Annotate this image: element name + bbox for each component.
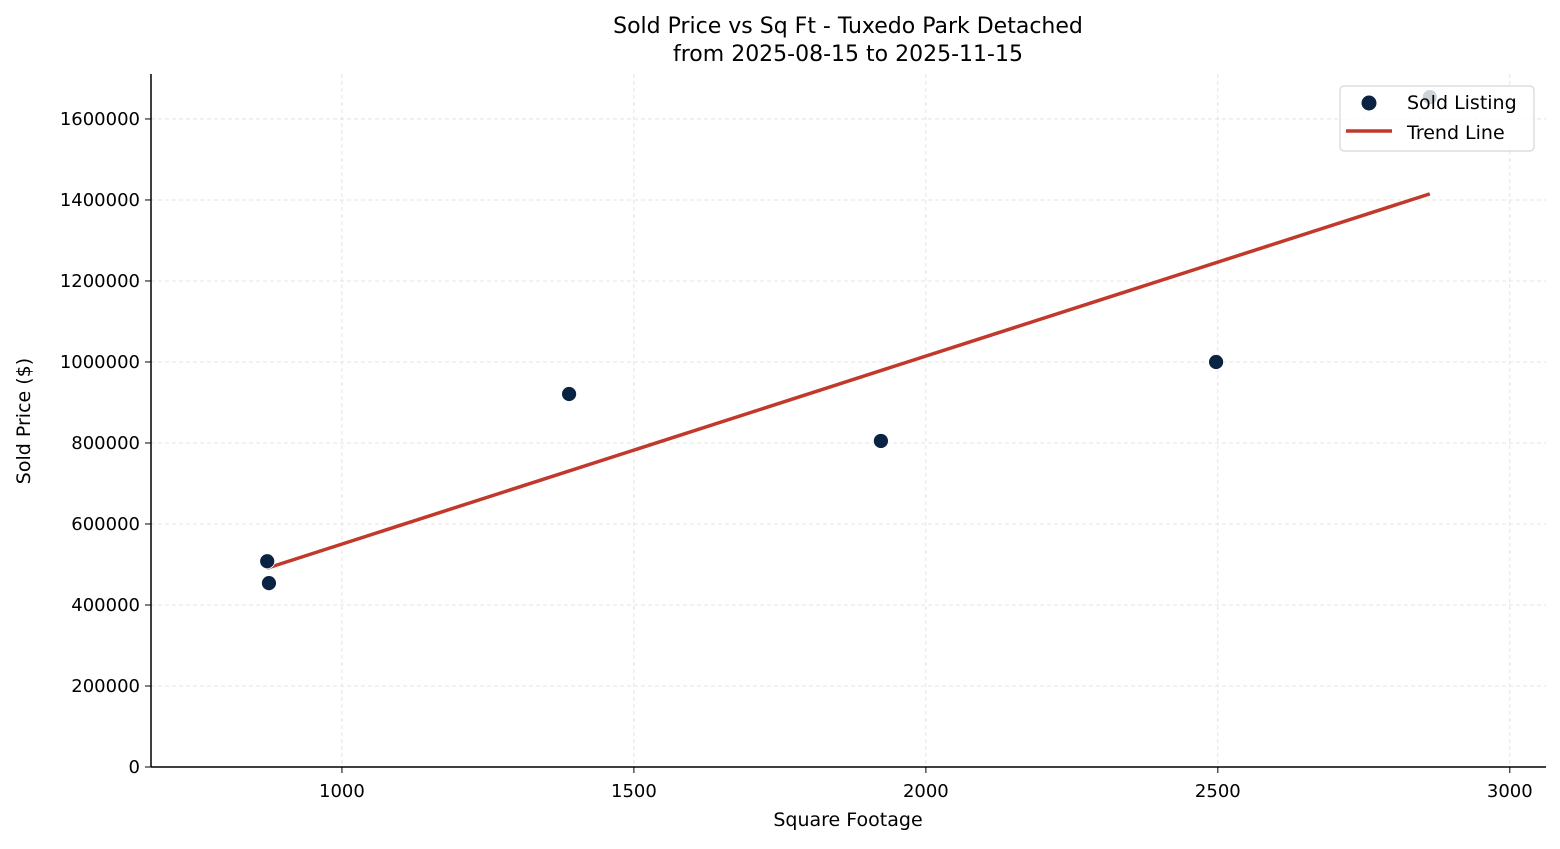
legend-marker-sold-listing bbox=[1361, 95, 1377, 111]
y-tick-label: 200000 bbox=[71, 676, 140, 697]
legend: Sold Listing Trend Line bbox=[1339, 85, 1535, 152]
x-tick-label: 2500 bbox=[1195, 781, 1241, 802]
chart-subtitle: from 2025-08-15 to 2025-11-15 bbox=[673, 42, 1023, 67]
data-point bbox=[259, 553, 276, 570]
y-tick-label: 1000000 bbox=[60, 352, 140, 373]
y-tick-label: 0 bbox=[129, 757, 140, 778]
axes: 1000 1500 2000 2500 3000 0 200000 400000 600000 8… bbox=[60, 74, 1546, 802]
trend-line bbox=[266, 192, 1431, 570]
y-tick-label: 400000 bbox=[71, 595, 140, 616]
data-point bbox=[1208, 354, 1224, 370]
data-point bbox=[561, 386, 577, 402]
chart-title: Sold Price vs Sq Ft - Tuxedo Park Detach… bbox=[613, 14, 1083, 39]
legend-box bbox=[1339, 85, 1535, 152]
y-axis-label: Sold Price ($) bbox=[13, 358, 35, 484]
y-tick-label: 800000 bbox=[71, 433, 140, 454]
x-tick-label: 1000 bbox=[319, 781, 365, 802]
trend-line-group bbox=[266, 192, 1431, 570]
data-point bbox=[873, 433, 889, 449]
x-tick-label: 1500 bbox=[611, 781, 657, 802]
x-axis-label: Square Footage bbox=[773, 809, 922, 831]
y-tick-label: 1600000 bbox=[60, 109, 140, 130]
y-tick-label: 600000 bbox=[71, 514, 140, 535]
legend-label-sold-listing: Sold Listing bbox=[1407, 92, 1517, 114]
legend-label-trend-line: Trend Line bbox=[1406, 122, 1505, 144]
y-tick-label: 1200000 bbox=[60, 271, 140, 292]
x-tick-label: 2000 bbox=[903, 781, 949, 802]
y-tick-label: 1400000 bbox=[60, 190, 140, 211]
data-point bbox=[261, 575, 277, 592]
grid bbox=[151, 74, 1546, 767]
x-tick-label: 3000 bbox=[1487, 781, 1533, 802]
